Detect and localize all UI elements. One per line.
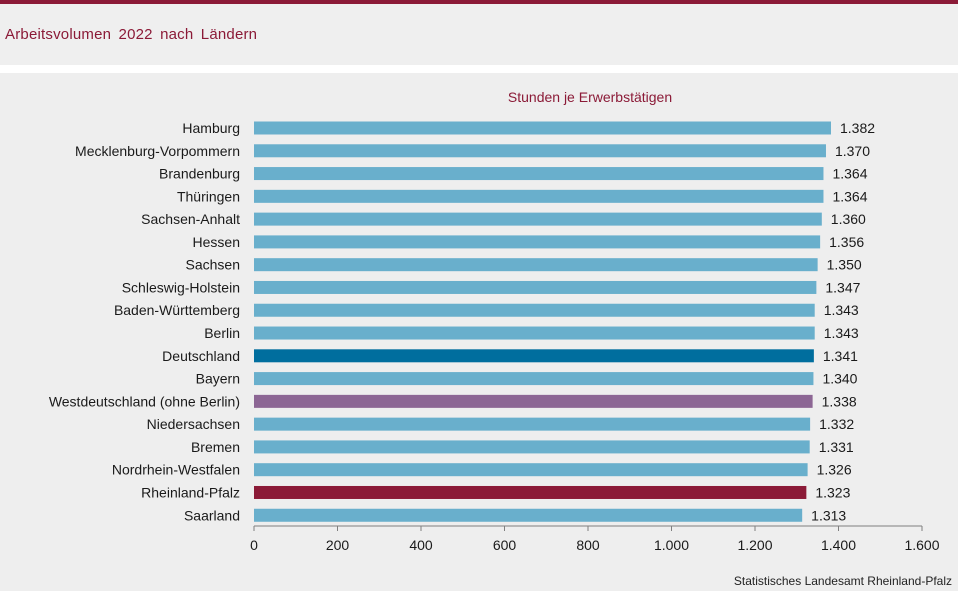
data-label: 1.343 — [824, 325, 859, 341]
x-tick-label: 800 — [576, 537, 600, 553]
bar — [254, 121, 831, 135]
bar — [254, 167, 824, 181]
category-label: Westdeutschland (ohne Berlin) — [49, 393, 240, 409]
chart-area: Stunden je Erwerbstätigen Hamburg Mecklen… — [0, 73, 958, 591]
category-label: Thüringen — [177, 188, 240, 204]
category-label: Sachsen — [186, 257, 240, 273]
data-label: 1.340 — [822, 371, 857, 387]
bar — [254, 417, 811, 431]
category-label: Berlin — [204, 325, 240, 341]
bar — [254, 212, 822, 226]
bar — [254, 349, 814, 363]
header: Arbeitsvolumen 2022 nach Ländern — [0, 4, 958, 65]
top-accent-bar — [0, 0, 958, 4]
x-tick-label: 1.600 — [904, 537, 939, 553]
data-label: 1.331 — [819, 439, 854, 455]
bar — [254, 144, 826, 158]
bar — [254, 463, 808, 477]
bar-chart: Stunden je Erwerbstätigen Hamburg Mecklen… — [49, 89, 940, 553]
data-label: 1.341 — [823, 348, 858, 364]
bars — [254, 121, 831, 522]
data-label: 1.364 — [832, 188, 867, 204]
bar — [254, 303, 815, 317]
chart-title: Stunden je Erwerbstätigen — [508, 89, 672, 105]
data-label: 1.356 — [829, 234, 864, 250]
category-label: Bremen — [191, 439, 240, 455]
x-axis: 0 200 400 600 800 1.000 1.200 1.400 1.600 — [250, 525, 940, 553]
page-title: Arbeitsvolumen 2022 nach Ländern — [5, 26, 258, 43]
category-label: Hessen — [193, 234, 240, 250]
data-label: 1.343 — [824, 302, 859, 318]
data-label: 1.382 — [840, 120, 875, 136]
category-label: Rheinland-Pfalz — [141, 484, 240, 500]
data-label: 1.347 — [825, 279, 860, 295]
category-label: Schleswig-Holstein — [122, 279, 240, 295]
x-tick-label: 1.400 — [821, 537, 856, 553]
data-label: 1.350 — [827, 257, 862, 273]
value-labels: 1.382 1.370 1.364 1.364 1.360 1.356 1.350 1.347… — [811, 120, 875, 523]
x-tick-label: 200 — [326, 537, 350, 553]
header-divider — [0, 65, 958, 73]
bar — [254, 189, 824, 203]
bar — [254, 508, 803, 522]
data-label: 1.313 — [811, 507, 846, 523]
bar — [254, 258, 818, 272]
x-tick-label: 600 — [493, 537, 517, 553]
category-label: Hamburg — [182, 120, 240, 136]
data-label: 1.370 — [835, 143, 870, 159]
category-label: Brandenburg — [159, 166, 240, 182]
category-label: Bayern — [196, 371, 240, 387]
bar — [254, 326, 815, 340]
data-label: 1.323 — [815, 484, 850, 500]
x-tick-label: 0 — [250, 537, 258, 553]
data-label: 1.332 — [819, 416, 854, 432]
bar — [254, 440, 810, 454]
category-label: Nordrhein-Westfalen — [112, 462, 240, 478]
category-label: Niedersachsen — [147, 416, 240, 432]
bar — [254, 485, 807, 499]
bar — [254, 280, 817, 294]
x-tick-label: 400 — [409, 537, 433, 553]
x-tick-label: 1.200 — [737, 537, 772, 553]
bar — [254, 372, 814, 386]
data-label: 1.360 — [831, 211, 866, 227]
category-label: Sachsen-Anhalt — [141, 211, 240, 227]
category-label: Deutschland — [162, 348, 240, 364]
data-label: 1.338 — [822, 393, 857, 409]
category-label: Saarland — [184, 507, 240, 523]
source-note: Statistisches Landesamt Rheinland-Pfalz — [733, 574, 952, 588]
data-label: 1.364 — [832, 166, 867, 182]
bar — [254, 235, 821, 249]
category-label: Baden-Württemberg — [114, 302, 240, 318]
bar — [254, 394, 813, 408]
category-label: Mecklenburg-Vorpommern — [75, 143, 240, 159]
data-label: 1.326 — [817, 462, 852, 478]
category-labels: Hamburg Mecklenburg-Vorpommern Brandenburg… — [49, 120, 240, 523]
x-tick-label: 1.000 — [654, 537, 689, 553]
